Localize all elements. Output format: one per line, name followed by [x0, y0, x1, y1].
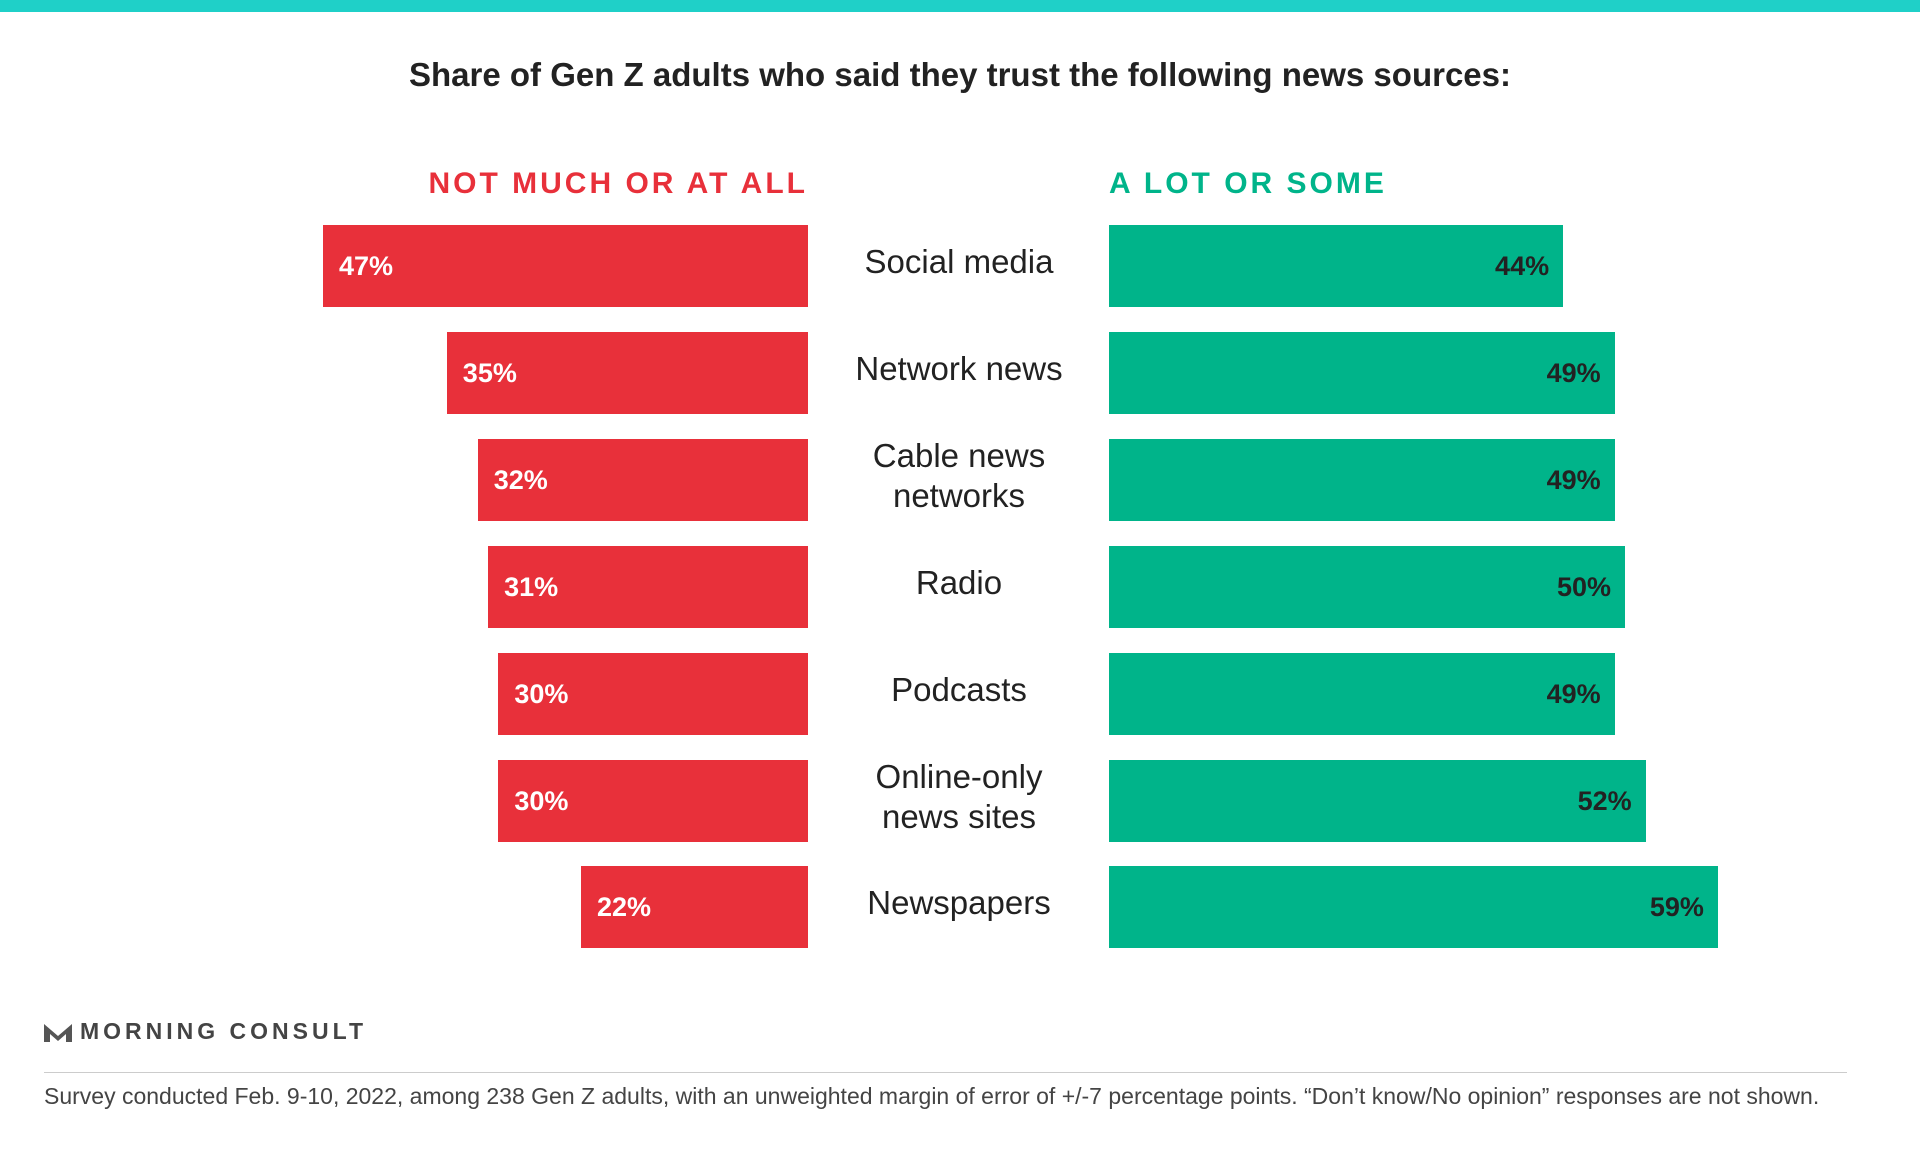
category-label: Social media: [864, 243, 1054, 280]
bar: [1109, 438, 1615, 521]
top-bar: [0, 0, 1920, 12]
footnote: Survey conducted Feb. 9-10, 2022, among …: [44, 1083, 1820, 1109]
bar: [477, 438, 808, 521]
bar: [498, 759, 808, 842]
bar: [1109, 866, 1718, 949]
bar: [498, 652, 808, 735]
bar: [1109, 652, 1615, 735]
value-label: 22%: [596, 892, 651, 923]
bar: [1109, 331, 1615, 414]
bar: [1109, 545, 1625, 628]
bar: [1109, 759, 1646, 842]
brand-logo: [44, 1024, 72, 1042]
value-label: 49%: [1546, 464, 1601, 495]
category-label: Network news: [855, 349, 1063, 387]
category-label: Radio: [915, 563, 1003, 601]
value-label: 49%: [1546, 357, 1601, 388]
bar: [322, 225, 808, 307]
value-label: 30%: [514, 678, 569, 709]
value-label: 30%: [514, 785, 569, 816]
value-label: 49%: [1546, 678, 1601, 709]
value-label: 35%: [462, 357, 517, 388]
bar: [488, 545, 808, 628]
value-label: 52%: [1577, 785, 1632, 816]
category-label: Cable news networks: [872, 436, 1046, 514]
value-label: 31%: [504, 571, 559, 602]
bar: [446, 331, 808, 414]
category-label: Newspapers: [867, 884, 1051, 922]
separator: [44, 1072, 1847, 1073]
legend-label: NOT MUCH OR AT ALL: [428, 167, 808, 200]
legend-label: A LOT OR SOME: [1109, 167, 1387, 200]
value-label: 47%: [338, 251, 393, 281]
brand: MORNING CONSULT: [80, 1018, 368, 1044]
value-label: 59%: [1649, 892, 1704, 923]
category-label: Online-only news sites: [875, 757, 1043, 835]
chart-title: Share of Gen Z adults who said they trus…: [409, 56, 1511, 93]
value-label: 44%: [1495, 251, 1550, 281]
value-label: 32%: [493, 464, 548, 495]
value-label: 50%: [1556, 571, 1611, 602]
category-label: Podcasts: [891, 670, 1027, 708]
bar: [580, 866, 808, 949]
bar: [1109, 225, 1564, 307]
